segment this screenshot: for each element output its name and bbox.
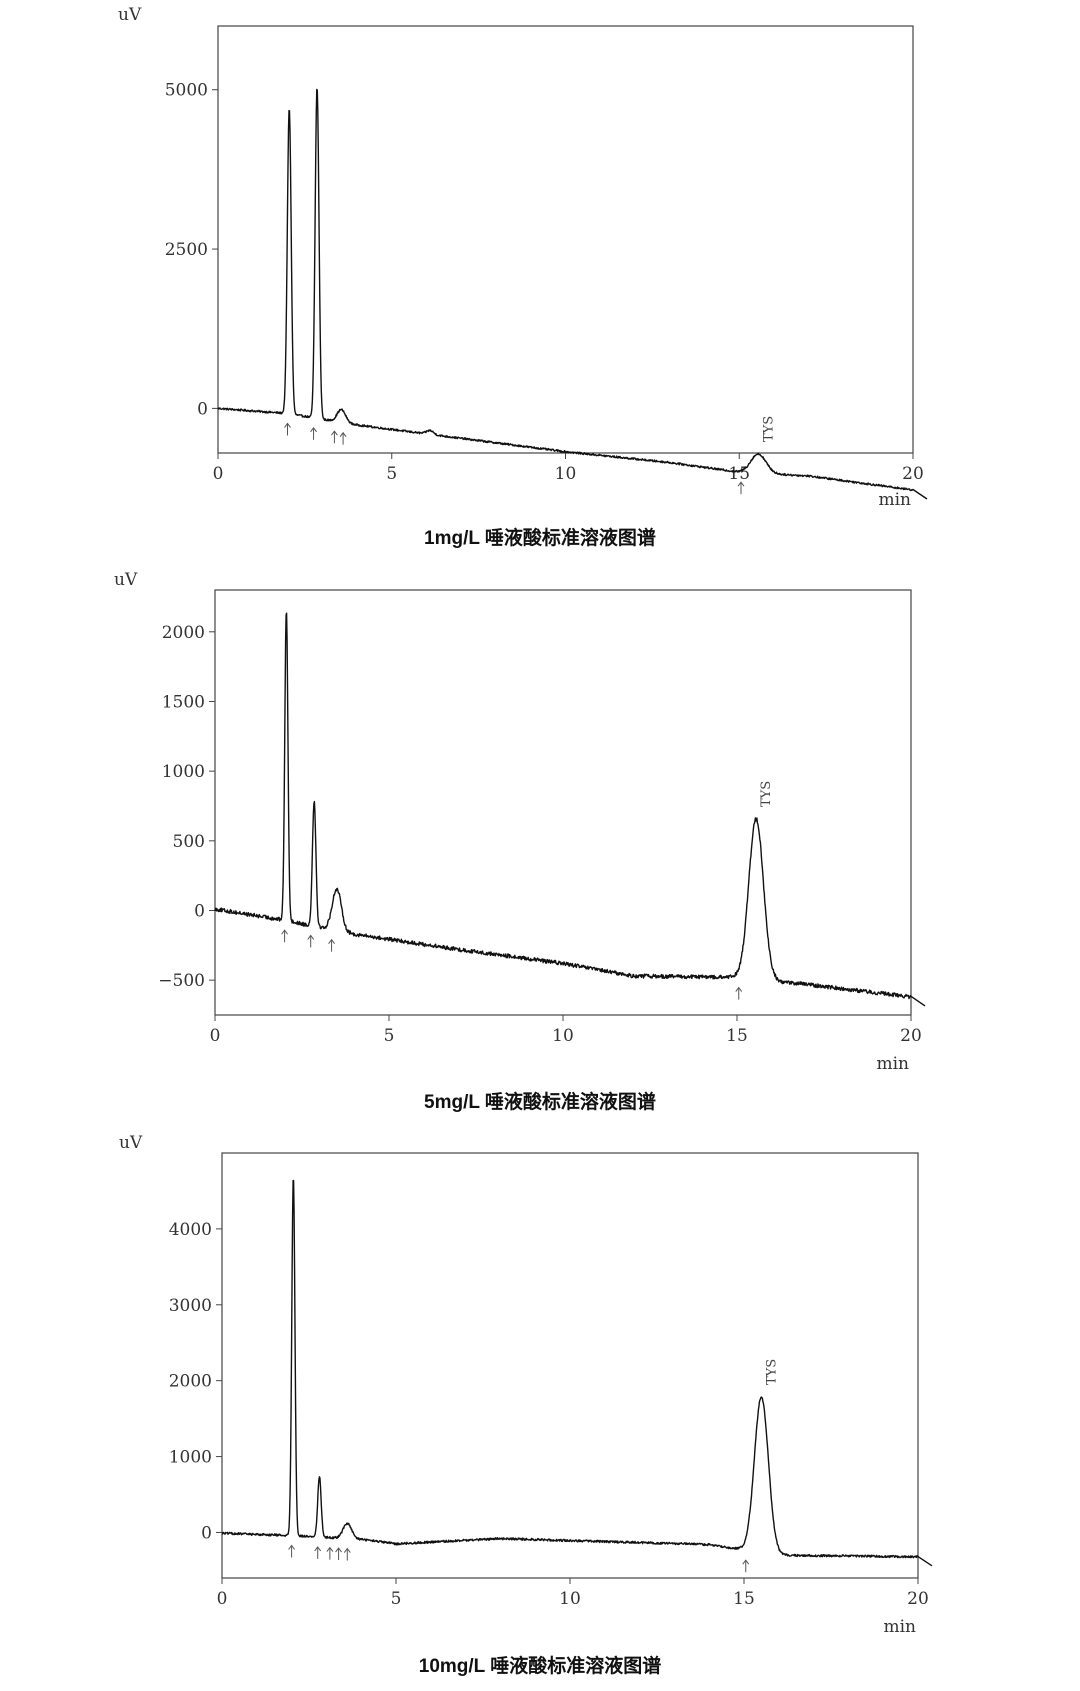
y-tick-label: 0 <box>201 1523 212 1543</box>
integration-marker <box>281 929 288 943</box>
integration-marker <box>328 938 335 952</box>
integration-marker <box>735 986 743 1000</box>
integration-marker <box>314 1546 322 1559</box>
plot-frame <box>221 1152 919 1579</box>
chart-caption: 5mg/L 唾液酸标准溶液图谱 <box>424 1090 656 1113</box>
chromatogram-trace <box>217 88 928 500</box>
chart-caption: 1mg/L 唾液酸标准溶液图谱 <box>424 526 656 549</box>
integration-marker <box>326 1546 334 1560</box>
y-tick-label: −500 <box>158 971 205 991</box>
integration-marker <box>742 1559 750 1573</box>
peak-label-tys: TYS <box>764 1359 779 1385</box>
y-tick-label: 3000 <box>169 1296 212 1316</box>
x-tick-label: 10 <box>559 1589 581 1609</box>
y-tick-label: 1000 <box>169 1448 212 1468</box>
y-tick-label: 5000 <box>165 81 208 101</box>
chromatogram-trace <box>214 612 926 1007</box>
peak-label-tys: TYS <box>759 781 774 807</box>
x-tick-label: 20 <box>902 464 924 484</box>
y-tick-label: 2500 <box>165 240 208 260</box>
x-tick-label: 5 <box>386 464 397 484</box>
y-tick-label: 0 <box>194 901 205 921</box>
x-tick-label: 0 <box>210 1026 221 1046</box>
x-tick-label: 5 <box>384 1026 395 1046</box>
integration-marker <box>307 934 315 948</box>
x-tick-label: 5 <box>391 1589 402 1609</box>
x-tick-label: 20 <box>900 1026 922 1046</box>
x-tick-label: 15 <box>733 1589 755 1609</box>
integration-marker <box>335 1547 342 1561</box>
y-axis-label: uV <box>114 570 138 590</box>
y-tick-label: 1500 <box>162 692 205 712</box>
integration-marker <box>288 1544 295 1558</box>
y-axis-label: uV <box>118 5 142 25</box>
chromatogram-trace <box>221 1179 933 1567</box>
x-tick-label: 10 <box>555 464 577 484</box>
integration-marker <box>339 431 347 445</box>
x-tick-label: 20 <box>907 1589 929 1609</box>
integration-marker <box>331 430 338 444</box>
y-tick-label: 1000 <box>162 762 205 782</box>
y-axis-label: uV <box>119 1133 143 1153</box>
plot-frame <box>214 589 912 1016</box>
peak-label-tys: TYS <box>761 416 776 442</box>
y-tick-label: 4000 <box>169 1220 212 1240</box>
y-tick-label: 500 <box>173 832 205 852</box>
plot-frame <box>217 25 914 454</box>
y-tick-label: 2000 <box>169 1372 212 1392</box>
y-tick-label: 0 <box>197 399 208 419</box>
integration-marker <box>310 426 317 440</box>
x-tick-label: 10 <box>552 1026 574 1046</box>
chart-panel-2: −500 0 500 1000 1500 2000 0 5 10 15 20 uV min TYS 5mg/… <box>114 570 926 1113</box>
integration-marker <box>343 1547 351 1561</box>
x-axis-label: min <box>876 1054 909 1074</box>
integration-marker <box>284 422 291 436</box>
chart-panel-3: 0 1000 2000 3000 4000 0 5 10 15 20 uV min TYS 10mg/L … <box>119 1133 933 1677</box>
chart-caption: 10mg/L 唾液酸标准溶液图谱 <box>419 1654 661 1677</box>
x-axis-label: min <box>878 490 911 510</box>
x-tick-label: 0 <box>217 1589 228 1609</box>
x-tick-label: 15 <box>726 1026 748 1046</box>
x-axis-label: min <box>883 1617 916 1637</box>
y-tick-label: 2000 <box>162 623 205 643</box>
integration-marker <box>737 481 745 495</box>
x-tick-label: 0 <box>213 464 224 484</box>
